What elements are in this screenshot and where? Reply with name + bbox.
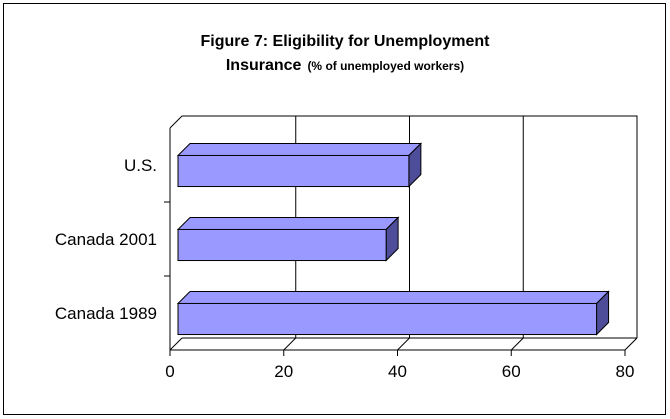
wall-corner — [169, 115, 183, 129]
bar-top-3 — [176, 290, 610, 304]
chart-title-sub: (% of unemployed workers) — [307, 59, 464, 73]
x-tick-label: 40 — [388, 362, 407, 381]
floor-gridline — [169, 337, 183, 351]
x-tick-label: 0 — [165, 362, 174, 381]
x-tick-label: 80 — [616, 362, 635, 381]
plot-area: 0 20 40 60 80 U.S. Canada 2001 Canada 1989 — [55, 115, 638, 381]
category-label: Canada 1989 — [55, 304, 157, 323]
chart-title-line2: Insurance (% of unemployed workers) — [226, 57, 464, 74]
floor-gridline — [397, 337, 410, 351]
bar-top-2 — [176, 216, 400, 230]
floor-gridline — [283, 337, 297, 351]
floor-gridline — [624, 337, 638, 351]
category-label: Canada 2001 — [55, 230, 157, 249]
x-tick-label: 20 — [274, 362, 293, 381]
bar-top-1 — [176, 142, 423, 156]
x-tick-label: 60 — [502, 362, 521, 381]
chart-title-line1: Figure 7: Eligibility for Unemployment — [201, 33, 491, 50]
chart-frame — [3, 3, 666, 415]
category-label: U.S. — [124, 156, 157, 175]
bar-1 — [177, 154, 410, 188]
floor-gridline — [510, 337, 524, 351]
bar-3 — [177, 302, 598, 336]
chart-title-main: Insurance — [226, 57, 302, 74]
bar-2 — [177, 228, 387, 262]
